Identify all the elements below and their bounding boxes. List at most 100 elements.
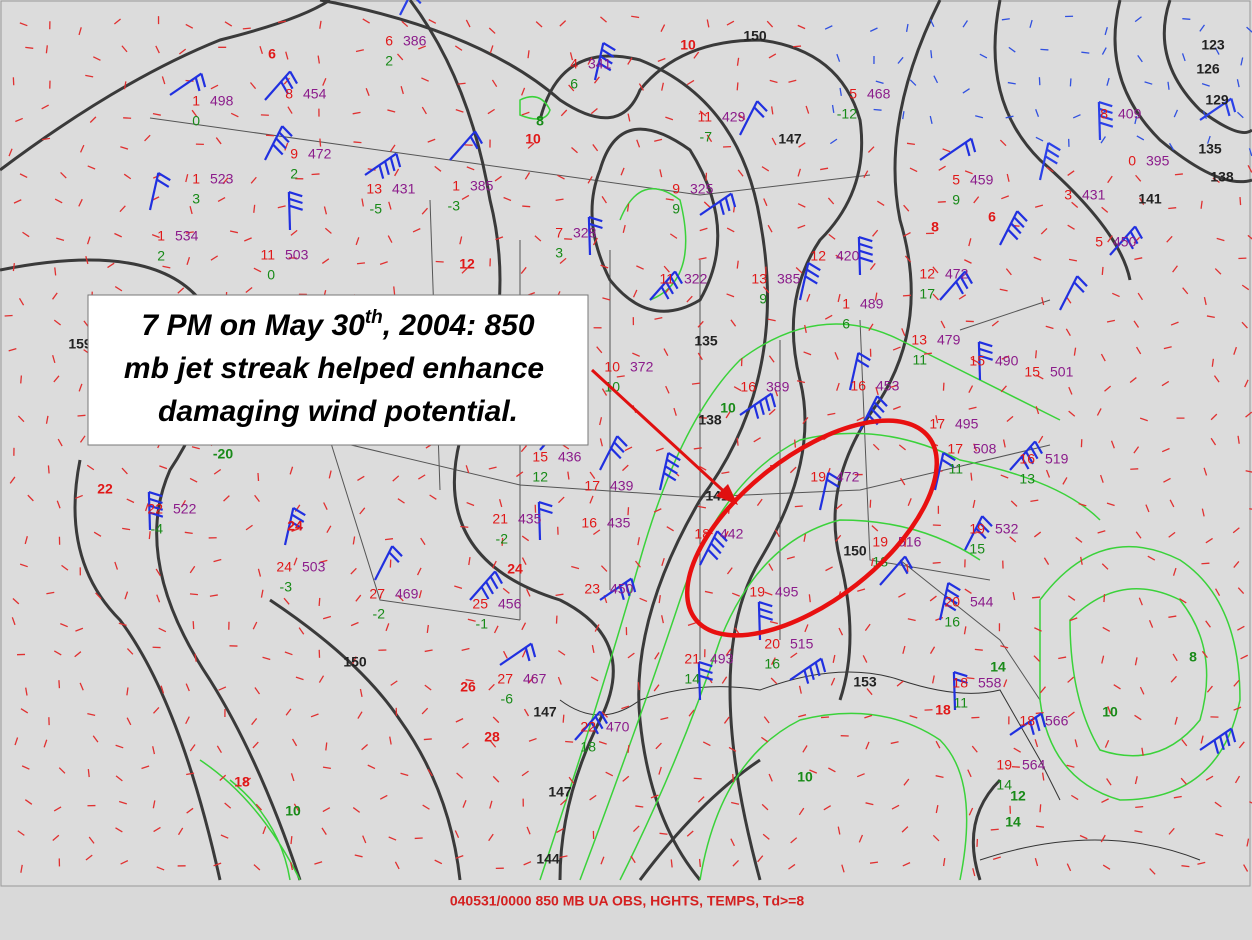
- isotherm-dash: [123, 173, 132, 180]
- isotherm-dash: [730, 319, 737, 327]
- isotherm-dash: [650, 794, 659, 799]
- wind-barb-staff: [699, 192, 732, 216]
- isotherm-dash: [290, 836, 293, 845]
- station-temperature: 19: [969, 521, 985, 537]
- wind-barb-flag: [859, 256, 874, 263]
- isotherm-dash: [25, 46, 34, 49]
- station-height: 479: [937, 332, 961, 348]
- station-temperature: 27: [497, 671, 513, 687]
- wind-barb-staff: [789, 657, 822, 681]
- isotherm-dash: [867, 146, 875, 153]
- isotherm-dash: [967, 769, 972, 778]
- station-height: 523: [210, 171, 234, 187]
- isotherm-dash: [27, 494, 34, 502]
- isotherm-dash: [890, 384, 899, 389]
- isotherm-dash: [658, 766, 662, 775]
- isotherm-dash: [521, 111, 530, 116]
- isotherm-dash: [194, 653, 197, 662]
- isotherm-dash: [455, 718, 464, 723]
- isotherm-dash: [60, 623, 68, 628]
- wind-barb-flag: [480, 586, 490, 600]
- isotherm-dash: [285, 708, 292, 716]
- isotherm-dash: [832, 654, 836, 663]
- isotherm-dash: [93, 56, 101, 61]
- wind-barb-staff: [374, 545, 394, 581]
- isotherm-dash: [1035, 374, 1044, 380]
- wind-barb-flag: [388, 551, 400, 564]
- isotherm-dash: [1034, 350, 1038, 359]
- isotherm-dash: [632, 352, 640, 357]
- isotherm-dash: [527, 142, 535, 149]
- isotherm-dash: [721, 676, 728, 684]
- isotherm-dash: [52, 355, 56, 364]
- isotherm-dash: [262, 656, 271, 661]
- isotherm-dash: [1211, 358, 1215, 367]
- isotherm-dash: [126, 717, 132, 726]
- wind-barb-flag: [588, 222, 603, 230]
- isotherm-dash: [770, 677, 778, 685]
- isotherm-dash: [1174, 716, 1178, 725]
- station-height: 435: [607, 515, 631, 531]
- isotherm-dash: [455, 854, 464, 859]
- station-temperature: 20: [944, 594, 960, 610]
- isotherm-dash: [901, 328, 906, 337]
- wind-barb-staff: [574, 710, 601, 741]
- isotherm-dash: [461, 194, 470, 201]
- isotherm-dash: [1008, 46, 1016, 53]
- isotherm-dash: [223, 495, 230, 502]
- isotherm-dash: [14, 737, 19, 746]
- isotherm-dash: [352, 807, 361, 813]
- wind-barb-staff: [857, 236, 862, 276]
- isotherm-dash: [1006, 415, 1014, 422]
- isotherm-dash: [9, 476, 16, 484]
- isotherm-dash: [126, 498, 135, 504]
- isotherm-dash: [353, 141, 362, 144]
- isotherm-dash: [78, 27, 82, 36]
- isotherm-dash: [79, 435, 86, 443]
- height-contour-label: 153: [853, 674, 877, 690]
- isotherm-dash: [795, 267, 803, 274]
- wind-barb-flag: [1076, 275, 1088, 287]
- isotherm-dash: [41, 137, 51, 141]
- isotherm-dash: [427, 768, 433, 777]
- isotherm-dash: [1032, 596, 1041, 599]
- isotherm-dash: [1200, 200, 1203, 209]
- isotherm-dash: [697, 352, 703, 361]
- station-temperature: 19: [872, 534, 888, 550]
- wind-barb-flag: [941, 458, 955, 468]
- station-height: 470: [606, 719, 630, 735]
- isotherm-dash: [929, 19, 935, 28]
- isotherm-dash: [698, 858, 701, 868]
- wind-barb-flag: [613, 441, 625, 454]
- wind-barb-flag: [624, 582, 631, 597]
- isotherm-dash: [1136, 135, 1145, 141]
- station-height: 503: [302, 559, 326, 575]
- wind-barb-flag: [716, 530, 728, 542]
- isotherm-dash: [487, 108, 495, 115]
- isotherm-dash: [189, 477, 198, 483]
- isotherm-dash: [693, 447, 702, 450]
- isotherm-dash: [180, 499, 186, 508]
- wind-barb-flag: [1044, 155, 1058, 165]
- station-height: 544: [970, 594, 994, 610]
- isotherm-dash: [191, 446, 200, 450]
- isotherm-dash: [594, 624, 600, 632]
- isotherm-dash: [1101, 563, 1109, 570]
- isotherm-dash: [1006, 173, 1010, 182]
- isotherm-dash: [461, 742, 469, 749]
- isotherm-dash: [1201, 650, 1208, 659]
- isotherm-dash: [1201, 508, 1205, 517]
- annotation-line-1: 7 PM on May 30th, 2004: 850: [141, 307, 534, 342]
- isotherm-dash: [571, 147, 578, 154]
- wind-barb-flag: [1213, 739, 1220, 754]
- isotherm-dash: [932, 834, 940, 842]
- wind-barb-staff: [1009, 440, 1036, 471]
- wind-barb-staff: [599, 435, 619, 471]
- isotherm-dash: [1173, 795, 1182, 799]
- isotherm-dash: [118, 622, 127, 626]
- isotherm-dash: [935, 775, 944, 778]
- station-dewpoint: 9: [672, 201, 680, 217]
- isotherm-dash: [963, 626, 967, 635]
- isotherm-dash: [354, 854, 363, 858]
- isotherm-dash: [768, 408, 776, 416]
